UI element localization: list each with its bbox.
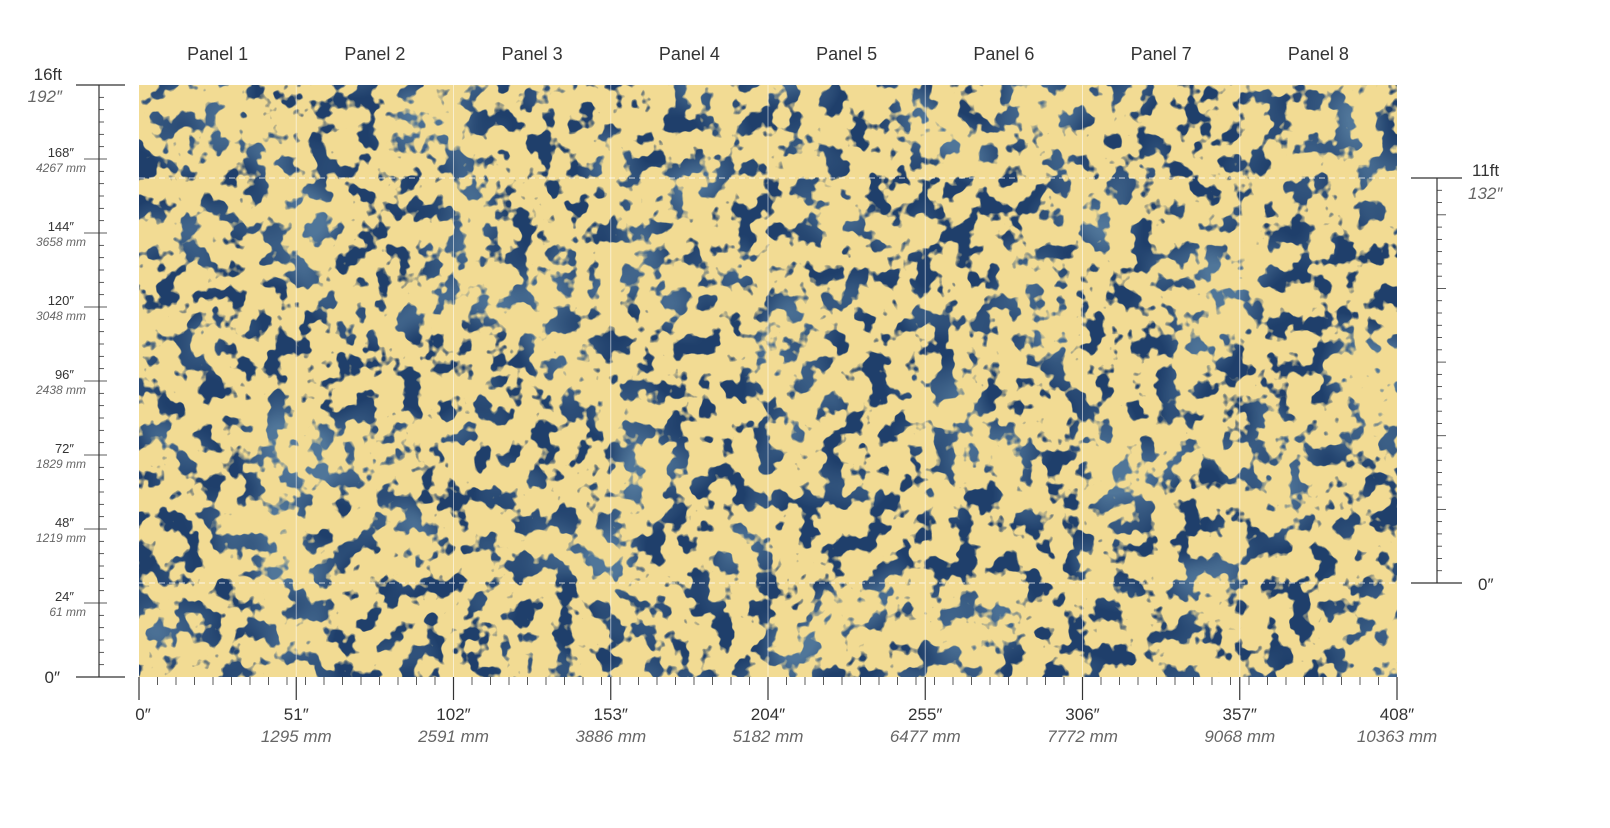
left-ruler-inch-label: 96″	[55, 367, 74, 382]
left-ruler-top-in: 192″	[28, 87, 63, 106]
panel-label-6: Panel 6	[973, 44, 1035, 64]
right-ruler-top-ft: 11ft	[1472, 161, 1499, 180]
bottom-ruler-inch-label: 306″	[1065, 705, 1099, 724]
bottom-ruler-mm-label: 10363 mm	[1357, 727, 1437, 746]
left-ruler-mm-label: 1219 mm	[36, 531, 86, 545]
right-ruler-top-in: 132″	[1468, 184, 1503, 203]
bottom-ruler: 0″ 51″ 1295 mm 102″ 2591 mm 153″ 3886 mm 204″ 51…	[135, 677, 1437, 746]
bottom-ruler-inch-label: 51″	[284, 705, 309, 724]
bottom-ruler-inch-label: 408″	[1380, 705, 1414, 724]
bottom-ruler-inch-label: 0″	[135, 705, 150, 724]
right-ruler-bottom: 0″	[1478, 575, 1493, 594]
bottom-ruler-mm-label: 7772 mm	[1047, 727, 1118, 746]
panel-label-3: Panel 3	[501, 44, 563, 64]
left-ruler-bottom: 0″	[45, 668, 60, 687]
left-ruler-inch-label: 72″	[55, 441, 74, 456]
left-ruler-mm-label: 61 mm	[49, 605, 86, 619]
panel-label-2: Panel 2	[344, 44, 406, 64]
left-ruler-inch-label: 120″	[48, 293, 75, 308]
bottom-ruler-inch-label: 153″	[594, 705, 628, 724]
left-ruler-inch-label: 144″	[48, 219, 75, 234]
bottom-ruler-inch-label: 204″	[751, 705, 785, 724]
left-ruler-mm-label: 2438 mm	[35, 383, 86, 397]
panel-label-4: Panel 4	[658, 44, 720, 64]
left-ruler-mm-label: 3048 mm	[36, 309, 86, 323]
right-ruler: 11ft 132″ 0″	[1411, 161, 1503, 594]
left-ruler-inch-label: 168″	[48, 145, 75, 160]
guides	[139, 177, 1437, 584]
left-ruler-mm-label: 3658 mm	[36, 235, 86, 249]
left-ruler-top-ft: 16ft	[34, 65, 63, 84]
mural-pattern	[139, 85, 1397, 677]
bottom-ruler-mm-label: 1295 mm	[261, 727, 332, 746]
bottom-ruler-inch-label: 357″	[1223, 705, 1257, 724]
panel-label-5: Panel 5	[816, 44, 878, 64]
bottom-ruler-mm-label: 2591 mm	[417, 727, 489, 746]
panel-label-1: Panel 1	[187, 44, 249, 64]
left-ruler-mm-label: 1829 mm	[36, 457, 86, 471]
left-ruler: 16ft 192″ 0″ 168″4267 mm 144″3658 mm 120″3048…	[28, 65, 125, 687]
bottom-ruler-mm-label: 6477 mm	[890, 727, 961, 746]
left-ruler-mm-label: 4267 mm	[36, 161, 86, 175]
bottom-ruler-mm-label: 3886 mm	[575, 727, 646, 746]
panel-label-7: Panel 7	[1130, 44, 1192, 64]
bottom-ruler-inch-label: 255″	[908, 705, 942, 724]
panel-label-8: Panel 8	[1287, 44, 1349, 64]
bottom-ruler-mm-label: 5182 mm	[733, 727, 804, 746]
left-ruler-inch-label: 24″	[55, 589, 74, 604]
bottom-ruler-mm-label: 9068 mm	[1204, 727, 1275, 746]
bottom-ruler-inch-label: 102″	[436, 705, 470, 724]
left-ruler-inch-label: 48″	[55, 515, 74, 530]
